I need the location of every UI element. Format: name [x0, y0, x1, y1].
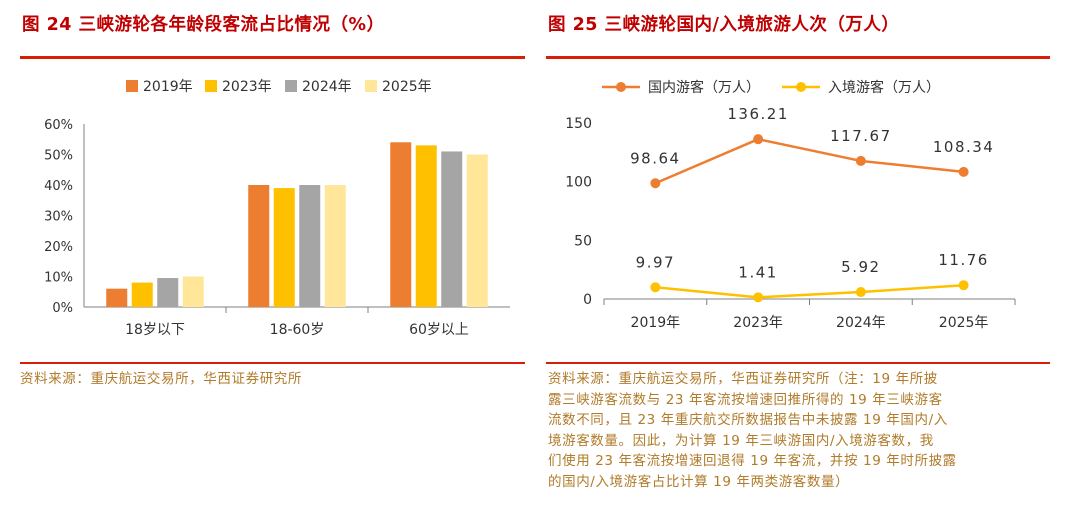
- legend-swatch: [126, 80, 138, 92]
- y-tick-label: 30%: [44, 210, 73, 225]
- source-line: 的国内/入境游客占比计算 19 年两类游客数量）: [548, 473, 850, 490]
- data-point: [650, 178, 661, 189]
- legend-label: 2023年: [222, 79, 272, 95]
- source-line: 露三峡游客流数与 23 年客流按增速回推所得的 19 年三峡游客: [548, 391, 943, 408]
- bar: [441, 151, 463, 307]
- x-tick-label: 18岁以下: [125, 322, 185, 338]
- source-line: 境游客数量。因此，为计算 19 年三峡游国内/入境游客数，我: [548, 432, 934, 449]
- data-point: [753, 292, 764, 303]
- left-panel: 图 24 三峡游轮各年龄段客流占比情况（%） 2019年 2023年 2024年 20…: [0, 0, 530, 531]
- legend-label: 2019年: [143, 79, 193, 95]
- data-label: 11.76: [938, 251, 988, 269]
- y-tick-label: 10%: [44, 271, 73, 286]
- y-tick-label: 150: [565, 116, 592, 132]
- data-point: [650, 282, 661, 293]
- data-label: 1.41: [738, 263, 777, 281]
- source-line: 们使用 23 年客流按增速回退得 19 年客流，并按 19 年时所披露: [548, 453, 957, 469]
- bar: [273, 188, 295, 307]
- series-line: [654, 137, 964, 185]
- data-point: [958, 166, 969, 177]
- y-tick-label: 40%: [44, 179, 73, 194]
- bar: [157, 278, 179, 307]
- y-tick-label: 60%: [44, 118, 73, 133]
- legend-marker: [616, 82, 626, 92]
- data-point: [855, 155, 866, 166]
- x-tick-label: 18-60岁: [270, 322, 325, 338]
- x-tick-label: 2024年: [836, 315, 886, 331]
- series-line: [655, 283, 964, 299]
- y-tick-label: 0%: [52, 301, 73, 316]
- legend-swatch: [365, 80, 377, 92]
- bar: [182, 276, 204, 307]
- data-point: [855, 287, 866, 298]
- data-point: [753, 134, 764, 145]
- source-line: 资料来源：重庆航运交易所，华西证券研究所（注：19 年所披: [548, 371, 938, 387]
- data-label: 136.21: [727, 105, 789, 123]
- bar: [415, 145, 437, 307]
- legend-label: 2024年: [302, 79, 352, 95]
- source-line: 流数不同，且 23 年重庆航交所数据报告中未披露 19 年国内/入: [548, 412, 948, 428]
- age-bar-chart: 2019年 2023年 2024年 2025年 0% 10% 20% 30% 40% 50% 60%…: [44, 79, 510, 338]
- right-source: 资料来源：重庆航运交易所，华西证券研究所（注：19 年所披 露三峡游客流数与 2…: [548, 369, 957, 492]
- legend-label: 入境游客（万人）: [828, 79, 940, 96]
- y-tick-label: 20%: [44, 240, 73, 255]
- legend-marker: [796, 82, 806, 92]
- left-source-rule: [20, 362, 525, 364]
- bar: [299, 185, 321, 307]
- data-label: 108.34: [933, 138, 995, 156]
- legend-swatch: [205, 80, 217, 92]
- bar: [106, 288, 128, 307]
- left-source: 资料来源：重庆航运交易所，华西证券研究所: [20, 371, 302, 387]
- bar: [466, 154, 488, 307]
- y-tick-label: 50%: [44, 149, 73, 164]
- y-tick-label: 0: [583, 292, 592, 308]
- legend-label: 国内游客（万人）: [648, 79, 760, 96]
- legend-swatch: [285, 80, 297, 92]
- bar: [324, 185, 346, 307]
- bar: [248, 185, 270, 307]
- x-tick-label: 2019年: [631, 315, 681, 331]
- x-tick-label: 60岁以上: [409, 322, 469, 338]
- bar: [390, 142, 412, 307]
- left-chart-title: 图 24 三峡游轮各年龄段客流占比情况（%）: [22, 15, 385, 35]
- data-label: 117.67: [830, 127, 892, 145]
- right-source-rule: [546, 362, 1050, 364]
- data-label: 98.64: [630, 149, 680, 167]
- legend-label: 2025年: [382, 79, 432, 95]
- y-tick-label: 100: [565, 175, 592, 191]
- left-title-rule: [20, 56, 525, 59]
- x-tick-label: 2023年: [733, 315, 783, 331]
- bar: [131, 282, 153, 307]
- right-chart-title: 图 25 三峡游轮国内/入境旅游人次（万人）: [548, 15, 900, 35]
- visitor-line-chart: 国内游客（万人） 入境游客（万人） 0 50 100 150 2019年 2023年 2024年…: [565, 79, 1016, 331]
- x-tick-label: 2025年: [939, 315, 989, 331]
- right-title-rule: [546, 56, 1050, 59]
- right-panel: 图 25 三峡游轮国内/入境旅游人次（万人） 国内游客（万人） 入境游客（万人） 0…: [540, 0, 1080, 531]
- y-tick-label: 50: [574, 233, 592, 249]
- data-label: 5.92: [841, 258, 880, 276]
- data-point: [958, 280, 969, 291]
- data-label: 9.97: [636, 253, 675, 271]
